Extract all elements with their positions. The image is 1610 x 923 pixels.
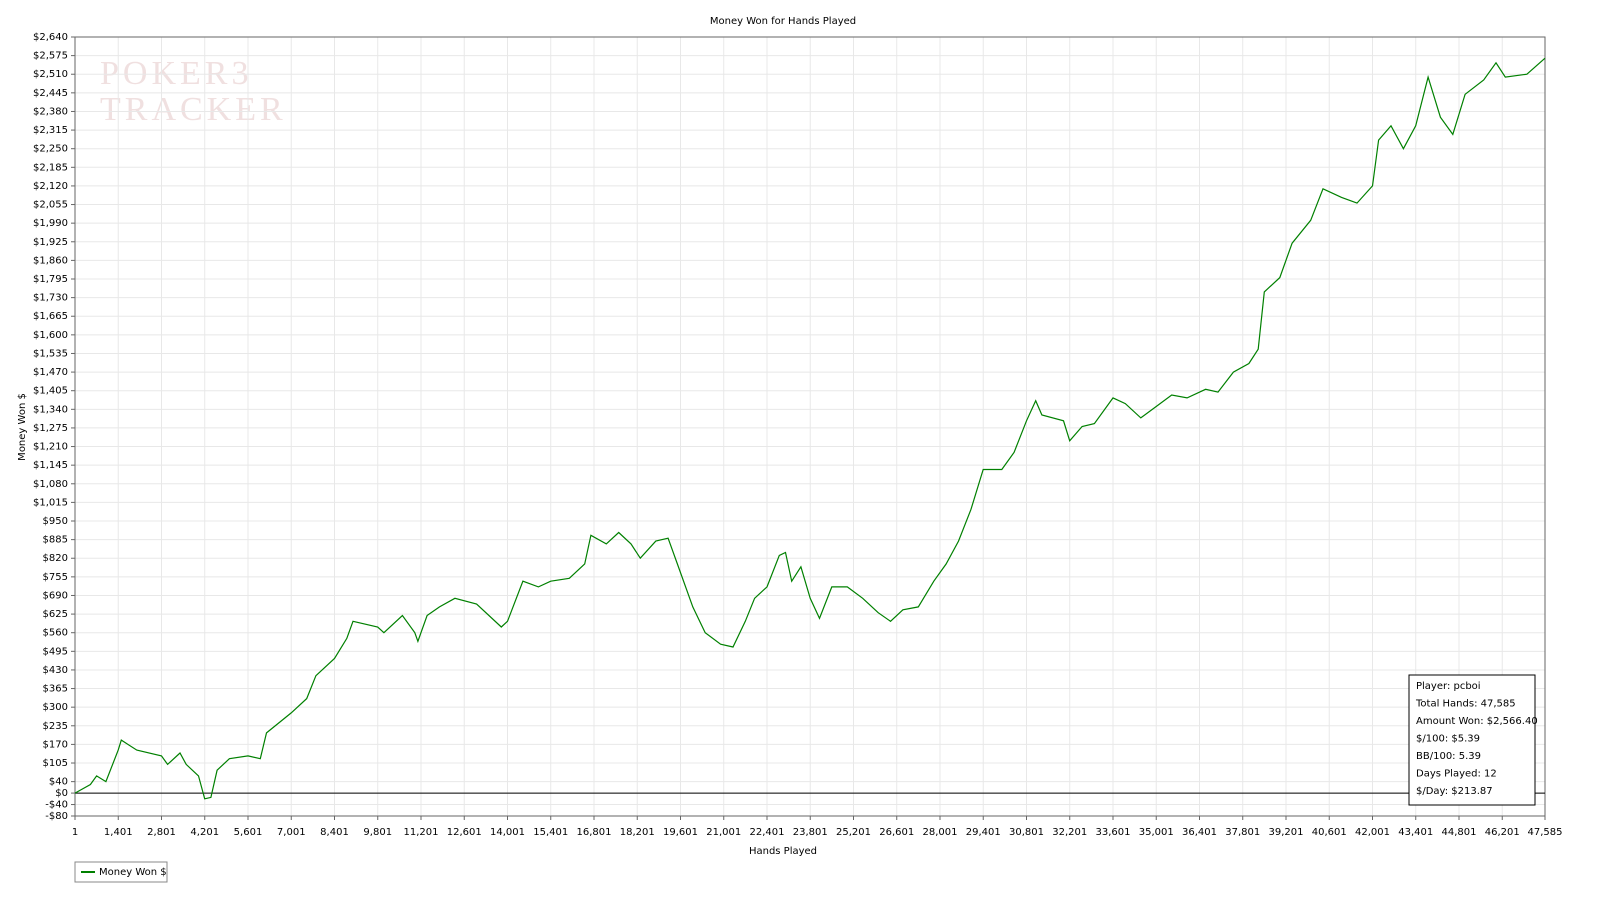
x-tick-label: 8,401	[320, 827, 349, 838]
x-tick-label: 32,201	[1052, 827, 1087, 838]
x-axis-label: Hands Played	[749, 846, 817, 857]
y-tick-label: $365	[43, 684, 68, 695]
x-tick-label: 29,401	[966, 827, 1001, 838]
stats-line: Player: pcboi	[1416, 681, 1481, 692]
legend-label: Money Won $	[99, 867, 167, 878]
x-tick-label: 9,801	[363, 827, 392, 838]
x-tick-label: 22,401	[749, 827, 784, 838]
watermark: POKER3	[100, 55, 252, 92]
x-tick-label: 7,001	[277, 827, 306, 838]
y-tick-label: $885	[43, 535, 68, 546]
y-tick-label: $690	[43, 590, 68, 601]
x-tick-label: 2,801	[147, 827, 176, 838]
y-tick-label: $1,925	[33, 237, 68, 248]
x-tick-label: 28,001	[922, 827, 957, 838]
x-tick-label: 12,601	[447, 827, 482, 838]
y-tick-label: -$80	[45, 811, 68, 822]
y-tick-label: $1,665	[33, 311, 68, 322]
y-tick-label: $2,445	[33, 88, 68, 99]
x-tick-label: 43,401	[1398, 827, 1433, 838]
y-tick-label: $1,015	[33, 497, 68, 508]
data-line	[74, 57, 1546, 800]
y-tick-label: $2,250	[33, 144, 68, 155]
x-tick-label: 11,201	[403, 827, 438, 838]
chart-title: Money Won for Hands Played	[710, 16, 856, 27]
y-tick-label: $1,470	[33, 367, 68, 378]
y-tick-label: $235	[43, 721, 68, 732]
x-tick-label: 30,801	[1009, 827, 1044, 838]
x-tick-label: 47,585	[1528, 827, 1563, 838]
x-tick-label: 23,801	[793, 827, 828, 838]
x-tick-label: 16,801	[576, 827, 611, 838]
y-tick-label: $2,185	[33, 162, 68, 173]
x-tick-label: 18,201	[620, 827, 655, 838]
y-tick-label: $2,315	[33, 125, 68, 136]
stats-line: Amount Won: $2,566.40	[1416, 716, 1538, 727]
x-tick-label: 1,401	[104, 827, 133, 838]
y-tick-label: $820	[43, 553, 68, 564]
y-tick-label: $1,340	[33, 404, 68, 415]
stats-line: BB/100: 5.39	[1416, 751, 1481, 762]
y-tick-label: $495	[43, 646, 68, 657]
y-tick-label: $40	[49, 777, 68, 788]
y-tick-label: $755	[43, 572, 68, 583]
y-tick-label: $1,210	[33, 442, 68, 453]
stats-line: $/Day: $213.87	[1416, 786, 1493, 797]
y-tick-label: $2,380	[33, 106, 68, 117]
stats-box	[1408, 674, 1536, 806]
x-tick-label: 19,601	[663, 827, 698, 838]
y-tick-label: $1,600	[33, 330, 68, 341]
x-tick-label: 36,401	[1182, 827, 1217, 838]
x-tick-label: 4,201	[190, 827, 219, 838]
x-tick-label: 5,601	[234, 827, 263, 838]
x-tick-label: 35,001	[1139, 827, 1174, 838]
y-tick-label: $105	[43, 758, 68, 769]
y-tick-label: $1,080	[33, 479, 68, 490]
y-tick-label: $950	[43, 516, 68, 527]
y-tick-label: $2,055	[33, 200, 68, 211]
x-tick-label: 21,001	[706, 827, 741, 838]
y-tick-label: $2,120	[33, 181, 68, 192]
y-tick-label: $2,575	[33, 51, 68, 62]
y-tick-label: $2,640	[33, 32, 68, 43]
y-axis-label: Money Won $	[17, 393, 28, 461]
x-tick-label: 40,601	[1312, 827, 1347, 838]
y-tick-label: $0	[55, 788, 68, 799]
y-tick-label: $300	[43, 702, 68, 713]
x-tick-label: 26,601	[879, 827, 914, 838]
plot-frame	[74, 36, 1546, 817]
stats-line: Total Hands: 47,585	[1415, 699, 1516, 710]
legend-box	[74, 861, 168, 883]
y-tick-label: $1,535	[33, 348, 68, 359]
watermark: TRACKER	[100, 91, 287, 128]
y-tick-label: -$40	[45, 800, 68, 811]
x-tick-label: 25,201	[836, 827, 871, 838]
y-tick-label: $560	[43, 628, 68, 639]
y-tick-label: $1,990	[33, 218, 68, 229]
y-tick-label: $1,405	[33, 386, 68, 397]
x-tick-label: 37,801	[1225, 827, 1260, 838]
x-tick-label: 15,401	[533, 827, 568, 838]
y-tick-label: $1,275	[33, 423, 68, 434]
x-tick-label: 14,001	[490, 827, 525, 838]
stats-line: $/100: $5.39	[1416, 734, 1480, 745]
x-tick-label: 46,201	[1485, 827, 1520, 838]
y-tick-label: $1,145	[33, 460, 68, 471]
y-tick-label: $1,860	[33, 255, 68, 266]
x-tick-label: 44,801	[1441, 827, 1476, 838]
y-tick-label: $2,510	[33, 69, 68, 80]
stats-line: Days Played: 12	[1416, 769, 1497, 780]
y-tick-label: $1,730	[33, 293, 68, 304]
x-tick-label: 33,601	[1095, 827, 1130, 838]
x-tick-label: 1	[72, 827, 78, 838]
y-tick-label: $170	[43, 739, 68, 750]
y-tick-label: $430	[43, 665, 68, 676]
x-tick-label: 42,001	[1355, 827, 1390, 838]
x-tick-label: 39,201	[1268, 827, 1303, 838]
y-tick-label: $625	[43, 609, 68, 620]
y-tick-label: $1,795	[33, 274, 68, 285]
